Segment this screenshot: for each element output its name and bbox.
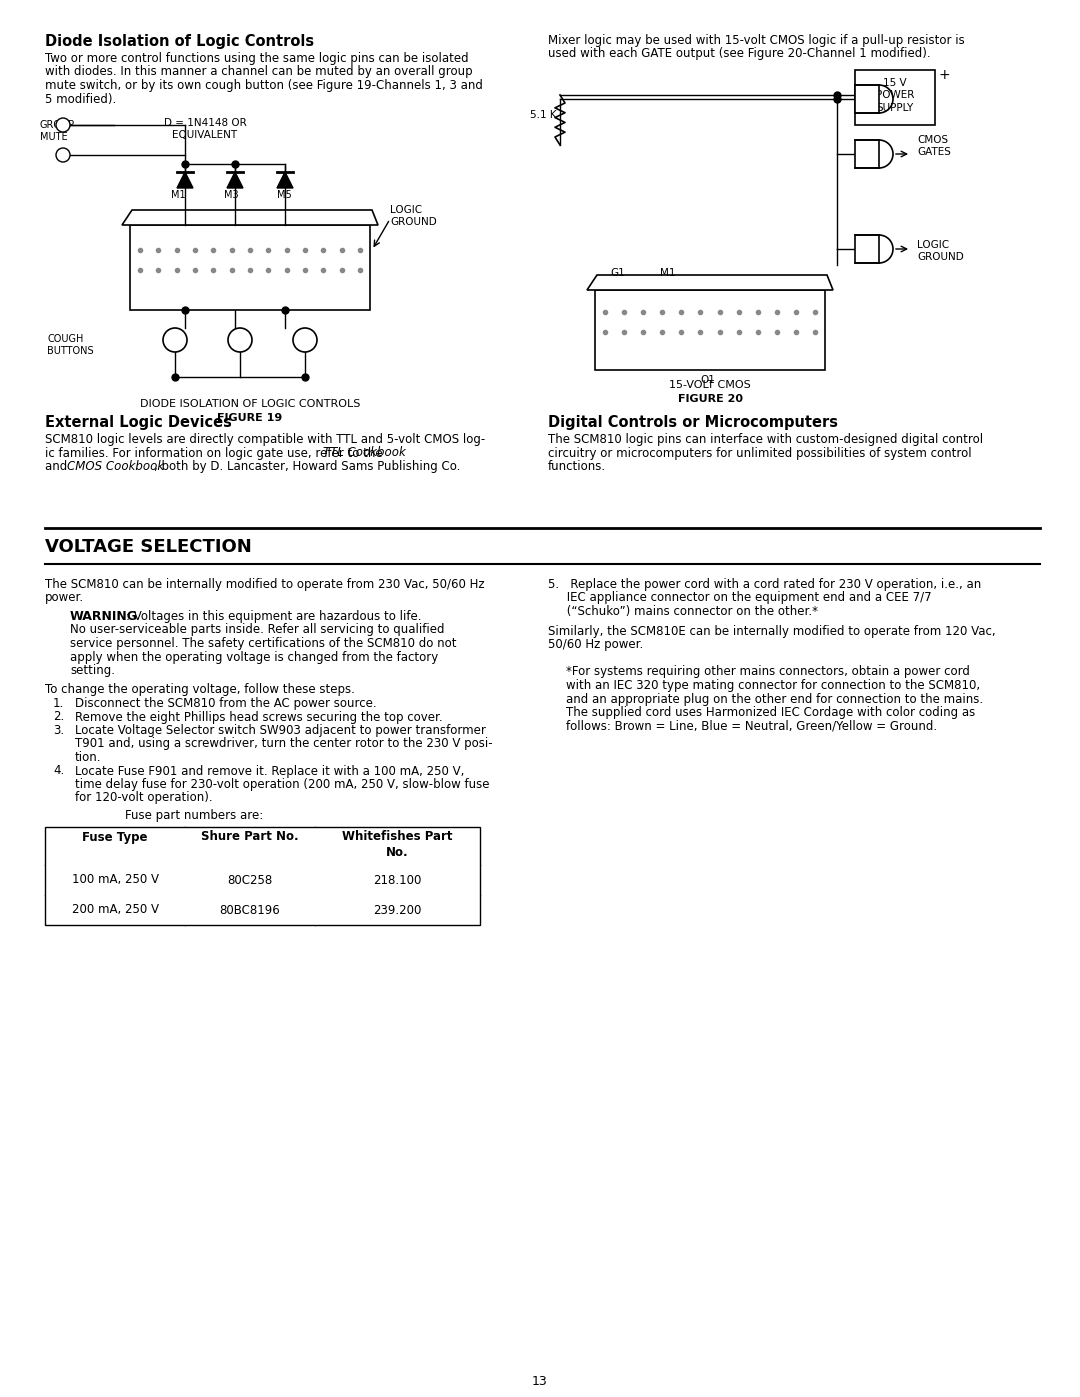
Text: with an IEC 320 type mating connector for connection to the SCM810,: with an IEC 320 type mating connector fo… <box>566 679 981 692</box>
Text: functions.: functions. <box>548 460 606 474</box>
Text: 80C258: 80C258 <box>228 873 272 887</box>
Text: with diodes. In this manner a channel can be muted by an overall group: with diodes. In this manner a channel ca… <box>45 66 473 78</box>
Text: SCM810 logic levels are directly compatible with TTL and 5-volt CMOS log-: SCM810 logic levels are directly compati… <box>45 433 485 446</box>
Text: Shure Part No.: Shure Part No. <box>201 830 299 844</box>
Text: 13: 13 <box>532 1375 548 1389</box>
Bar <box>855 70 935 124</box>
Text: and an appropriate plug on the other end for connection to the mains.: and an appropriate plug on the other end… <box>566 693 983 705</box>
Bar <box>45 827 480 925</box>
Text: Locate Voltage Selector switch SW903 adjacent to power transformer: Locate Voltage Selector switch SW903 adj… <box>75 724 486 738</box>
Text: 239.200: 239.200 <box>373 904 421 916</box>
Text: 50/60 Hz power.: 50/60 Hz power. <box>548 638 644 651</box>
Text: 80BC8196: 80BC8196 <box>219 904 281 916</box>
Text: Mixer logic may be used with 15-volt CMOS logic if a pull-up resistor is: Mixer logic may be used with 15-volt CMO… <box>548 34 964 47</box>
Text: 1.: 1. <box>53 697 64 710</box>
Text: The SCM810 logic pins can interface with custom-designed digital control: The SCM810 logic pins can interface with… <box>548 433 983 446</box>
Text: 218.100: 218.100 <box>373 873 421 887</box>
Text: power.: power. <box>45 591 84 605</box>
Text: G1: G1 <box>610 268 624 278</box>
Text: LOGIC
GROUND: LOGIC GROUND <box>917 240 963 263</box>
Polygon shape <box>177 172 193 189</box>
Circle shape <box>293 328 318 352</box>
Bar <box>855 235 879 263</box>
Text: IEC appliance connector on the equipment end and a CEE 7/7: IEC appliance connector on the equipment… <box>548 591 932 605</box>
Text: service personnel. The safety certifications of the SCM810 do not: service personnel. The safety certificat… <box>70 637 457 650</box>
Text: Similarly, the SCM810E can be internally modified to operate from 120 Vac,: Similarly, the SCM810E can be internally… <box>548 624 996 637</box>
Text: M1: M1 <box>660 268 675 278</box>
Text: +: + <box>939 68 950 82</box>
Circle shape <box>163 328 187 352</box>
Bar <box>855 85 879 113</box>
Text: 5 modified).: 5 modified). <box>45 92 117 106</box>
Text: Fuse part numbers are:: Fuse part numbers are: <box>125 809 264 821</box>
Text: Two or more control functions using the same logic pins can be isolated: Two or more control functions using the … <box>45 52 469 66</box>
Text: 5.   Replace the power cord with a cord rated for 230 V operation, i.e., an: 5. Replace the power cord with a cord ra… <box>548 578 982 591</box>
Text: follows: Brown = Line, Blue = Neutral, Green/Yellow = Ground.: follows: Brown = Line, Blue = Neutral, G… <box>566 719 937 732</box>
Text: 2.: 2. <box>53 711 64 724</box>
Text: , both by D. Lancaster, Howard Sams Publishing Co.: , both by D. Lancaster, Howard Sams Publ… <box>154 460 460 474</box>
Text: time delay fuse for 230-volt operation (200 mA, 250 V, slow-blow fuse: time delay fuse for 230-volt operation (… <box>75 778 489 791</box>
Text: GROUP
MUTE: GROUP MUTE <box>40 120 76 142</box>
Text: setting.: setting. <box>70 664 114 678</box>
Circle shape <box>228 328 252 352</box>
Text: 4.: 4. <box>53 764 64 778</box>
Text: for 120-volt operation).: for 120-volt operation). <box>75 792 213 805</box>
Polygon shape <box>276 172 293 189</box>
Text: T901 and, using a screwdriver, turn the center rotor to the 230 V posi-: T901 and, using a screwdriver, turn the … <box>75 738 492 750</box>
Text: COUGH
BUTTONS: COUGH BUTTONS <box>48 334 94 356</box>
Text: FIGURE 20: FIGURE 20 <box>677 394 743 404</box>
Bar <box>595 291 825 370</box>
Text: apply when the operating voltage is changed from the factory: apply when the operating voltage is chan… <box>70 651 438 664</box>
Text: Whitefishes Part
No.: Whitefishes Part No. <box>341 830 453 859</box>
Bar <box>855 140 879 168</box>
Polygon shape <box>122 210 378 225</box>
Text: 15-VOLT CMOS: 15-VOLT CMOS <box>670 380 751 390</box>
Text: Fuse Type: Fuse Type <box>82 830 148 844</box>
Text: mute switch, or by its own cough button (see Figure 19-Channels 1, 3 and: mute switch, or by its own cough button … <box>45 80 483 92</box>
Text: The supplied cord uses Harmonized IEC Cordage with color coding as: The supplied cord uses Harmonized IEC Co… <box>566 705 975 719</box>
Text: FIGURE 19: FIGURE 19 <box>217 414 283 423</box>
Text: Diode Isolation of Logic Controls: Diode Isolation of Logic Controls <box>45 34 314 49</box>
Circle shape <box>56 148 70 162</box>
Text: *For systems requiring other mains connectors, obtain a power cord: *For systems requiring other mains conne… <box>566 665 970 679</box>
Text: 5.1 K: 5.1 K <box>530 110 556 120</box>
Text: The SCM810 can be internally modified to operate from 230 Vac, 50/60 Hz: The SCM810 can be internally modified to… <box>45 578 485 591</box>
Text: M5: M5 <box>276 190 292 200</box>
Text: 100 mA, 250 V: 100 mA, 250 V <box>71 873 159 887</box>
Text: Remove the eight Phillips head screws securing the top cover.: Remove the eight Phillips head screws se… <box>75 711 443 724</box>
Text: No user-serviceable parts inside. Refer all servicing to qualified: No user-serviceable parts inside. Refer … <box>70 623 445 637</box>
Text: VOLTAGE SELECTION: VOLTAGE SELECTION <box>45 538 252 556</box>
Text: WARNING: WARNING <box>70 610 138 623</box>
Polygon shape <box>227 172 243 189</box>
Text: 15 V
POWER
SUPPLY: 15 V POWER SUPPLY <box>876 78 914 113</box>
Text: M1: M1 <box>171 190 186 200</box>
Bar <box>130 225 370 310</box>
Text: and: and <box>45 460 71 474</box>
Text: ic families. For information on logic gate use, refer to the: ic families. For information on logic ga… <box>45 447 387 460</box>
Text: TTL Cookbook: TTL Cookbook <box>323 447 406 460</box>
Text: 3.: 3. <box>53 724 64 738</box>
Text: Disconnect the SCM810 from the AC power source.: Disconnect the SCM810 from the AC power … <box>75 697 377 710</box>
Text: circuitry or microcomputers for unlimited possibilities of system control: circuitry or microcomputers for unlimite… <box>548 447 972 460</box>
Text: External Logic Devices: External Logic Devices <box>45 415 232 430</box>
Text: CMOS Cookbook: CMOS Cookbook <box>67 460 164 474</box>
Text: M3: M3 <box>224 190 239 200</box>
Text: used with each GATE output (see Figure 20-Channel 1 modified).: used with each GATE output (see Figure 2… <box>548 47 931 60</box>
Text: O1: O1 <box>700 374 715 386</box>
Text: DIODE ISOLATION OF LOGIC CONTROLS: DIODE ISOLATION OF LOGIC CONTROLS <box>139 400 361 409</box>
Text: LOGIC
GROUND: LOGIC GROUND <box>390 205 436 228</box>
Text: CMOS
GATES: CMOS GATES <box>917 136 950 158</box>
Text: To change the operating voltage, follow these steps.: To change the operating voltage, follow … <box>45 683 355 697</box>
Circle shape <box>56 117 70 131</box>
Text: Locate Fuse F901 and remove it. Replace it with a 100 mA, 250 V,: Locate Fuse F901 and remove it. Replace … <box>75 764 464 778</box>
Text: (“Schuko”) mains connector on the other.*: (“Schuko”) mains connector on the other.… <box>548 605 818 617</box>
Text: tion.: tion. <box>75 752 102 764</box>
Polygon shape <box>588 275 833 291</box>
Text: 200 mA, 250 V: 200 mA, 250 V <box>71 904 159 916</box>
Text: D = 1N4148 OR
EQUIVALENT: D = 1N4148 OR EQUIVALENT <box>164 117 246 141</box>
Text: : Voltages in this equipment are hazardous to life.: : Voltages in this equipment are hazardo… <box>126 610 421 623</box>
Text: Digital Controls or Microcomputers: Digital Controls or Microcomputers <box>548 415 838 430</box>
